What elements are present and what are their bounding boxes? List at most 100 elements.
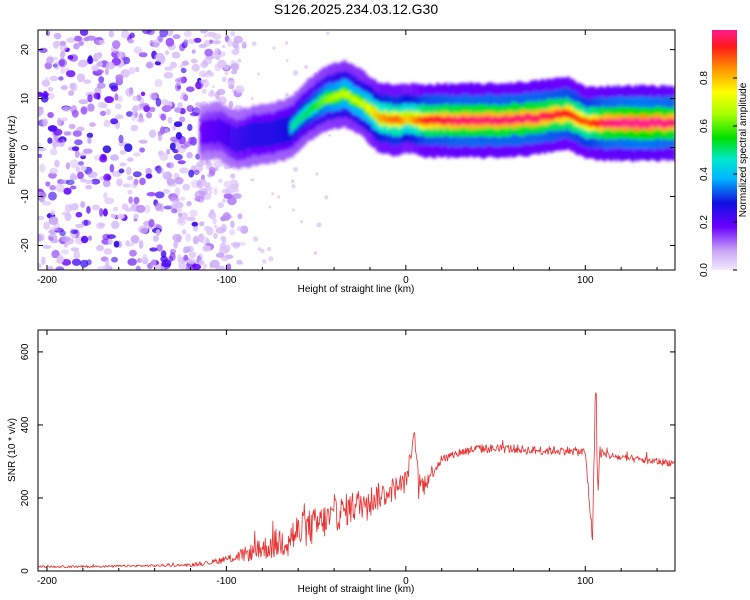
- ridge-cell: [311, 103, 314, 111]
- ridge-cell: [432, 117, 435, 125]
- ridge-cell: [606, 118, 609, 127]
- ridge-cell: [640, 119, 644, 128]
- ridge-cell: [651, 117, 655, 126]
- ridge-cell: [634, 117, 637, 126]
- noise-speckle: [313, 251, 318, 256]
- ridge-cell: [384, 115, 388, 123]
- noise-speckle: [85, 185, 92, 190]
- noise-speckle: [118, 168, 125, 174]
- noise-speckle: [204, 34, 207, 38]
- noise-speckle: [60, 117, 68, 122]
- noise-speckle: [132, 171, 142, 178]
- ridge-cell: [539, 111, 543, 120]
- noise-speckle: [164, 128, 170, 133]
- noise-speckle: [104, 197, 115, 204]
- noise-speckle: [38, 147, 47, 152]
- noise-speckle: [183, 254, 189, 261]
- noise-speckle: [132, 95, 138, 101]
- noise-speckle: [146, 62, 153, 69]
- ridge-cell: [199, 122, 202, 147]
- ridge-cell: [673, 118, 675, 127]
- y-tick-label: -20: [20, 238, 31, 253]
- noise-speckle: [123, 56, 131, 65]
- noise-speckle: [38, 107, 44, 116]
- ridge-cell: [561, 109, 564, 118]
- noise-speckle: [65, 162, 70, 170]
- noise-speckle: [177, 160, 186, 165]
- noise-speckle: [177, 254, 182, 261]
- noise-speckle: [102, 145, 112, 154]
- noise-speckle: [171, 208, 178, 214]
- noise-speckle: [199, 221, 205, 227]
- noise-speckle: [328, 134, 332, 137]
- ridge-cell: [526, 113, 530, 122]
- noise-speckle: [222, 212, 231, 221]
- x-tick-label: 100: [577, 576, 594, 587]
- noise-speckle: [54, 61, 60, 71]
- noise-speckle: [192, 235, 199, 245]
- noise-speckle: [159, 126, 165, 135]
- noise-speckle: [202, 89, 207, 94]
- noise-speckle: [57, 254, 64, 264]
- noise-speckle: [134, 66, 140, 73]
- noise-speckle: [166, 178, 175, 186]
- ridge-cell: [261, 121, 265, 147]
- ridge-cell: [389, 115, 392, 123]
- colorbar-tick-label: 0.4: [699, 167, 710, 181]
- noise-speckle: [97, 82, 106, 89]
- noise-speckle: [47, 86, 54, 92]
- noise-speckle: [209, 72, 215, 77]
- ridge-cell: [206, 119, 209, 144]
- noise-speckle: [173, 121, 183, 128]
- ridge-cell: [352, 95, 355, 103]
- noise-speckle: [209, 259, 220, 268]
- noise-speckle: [67, 55, 74, 60]
- ridge-cell: [445, 116, 448, 125]
- noise-speckle: [105, 258, 110, 267]
- noise-speckle: [60, 50, 66, 58]
- noise-speckle: [188, 38, 195, 45]
- noise-speckle: [71, 109, 79, 118]
- noise-speckle: [128, 67, 136, 75]
- noise-speckle: [83, 79, 92, 84]
- noise-speckle: [80, 106, 88, 115]
- noise-speckle: [179, 116, 186, 123]
- x-tick-label: 0: [403, 576, 409, 587]
- noise-speckle: [159, 30, 169, 38]
- ridge-cell: [397, 115, 400, 124]
- noise-speckle: [187, 258, 196, 265]
- noise-speckle: [231, 48, 240, 56]
- ridge-cell: [253, 122, 256, 149]
- noise-speckle: [229, 229, 236, 236]
- ridge-cell: [537, 114, 540, 123]
- noise-speckle: [115, 114, 124, 120]
- noise-speckle: [304, 65, 308, 69]
- noise-speckle: [212, 85, 215, 89]
- ridge-cell: [490, 118, 493, 126]
- ridge-cell: [268, 120, 271, 146]
- ridge-cell: [233, 127, 237, 153]
- ridge-cell: [470, 115, 474, 124]
- ridge-cell: [287, 116, 291, 143]
- ridge-cell: [513, 115, 517, 124]
- noise-speckle: [227, 39, 233, 47]
- noise-speckle: [74, 149, 80, 158]
- noise-speckle: [212, 40, 221, 45]
- noise-speckle: [163, 205, 173, 210]
- noise-speckle: [219, 51, 226, 57]
- noise-speckle: [131, 112, 136, 122]
- noise-speckle: [186, 105, 194, 112]
- noise-speckle: [324, 195, 329, 200]
- noise-speckle: [174, 177, 184, 185]
- ridge-cell: [531, 115, 534, 124]
- noise-speckle: [120, 69, 130, 78]
- noise-speckle: [180, 67, 187, 74]
- noise-speckle: [135, 265, 141, 270]
- noise-speckle: [40, 191, 47, 199]
- noise-speckle: [108, 30, 115, 38]
- ridge-cell: [339, 90, 342, 98]
- noise-speckle: [162, 171, 167, 177]
- noise-speckle: [144, 204, 151, 214]
- noise-speckle: [230, 179, 238, 185]
